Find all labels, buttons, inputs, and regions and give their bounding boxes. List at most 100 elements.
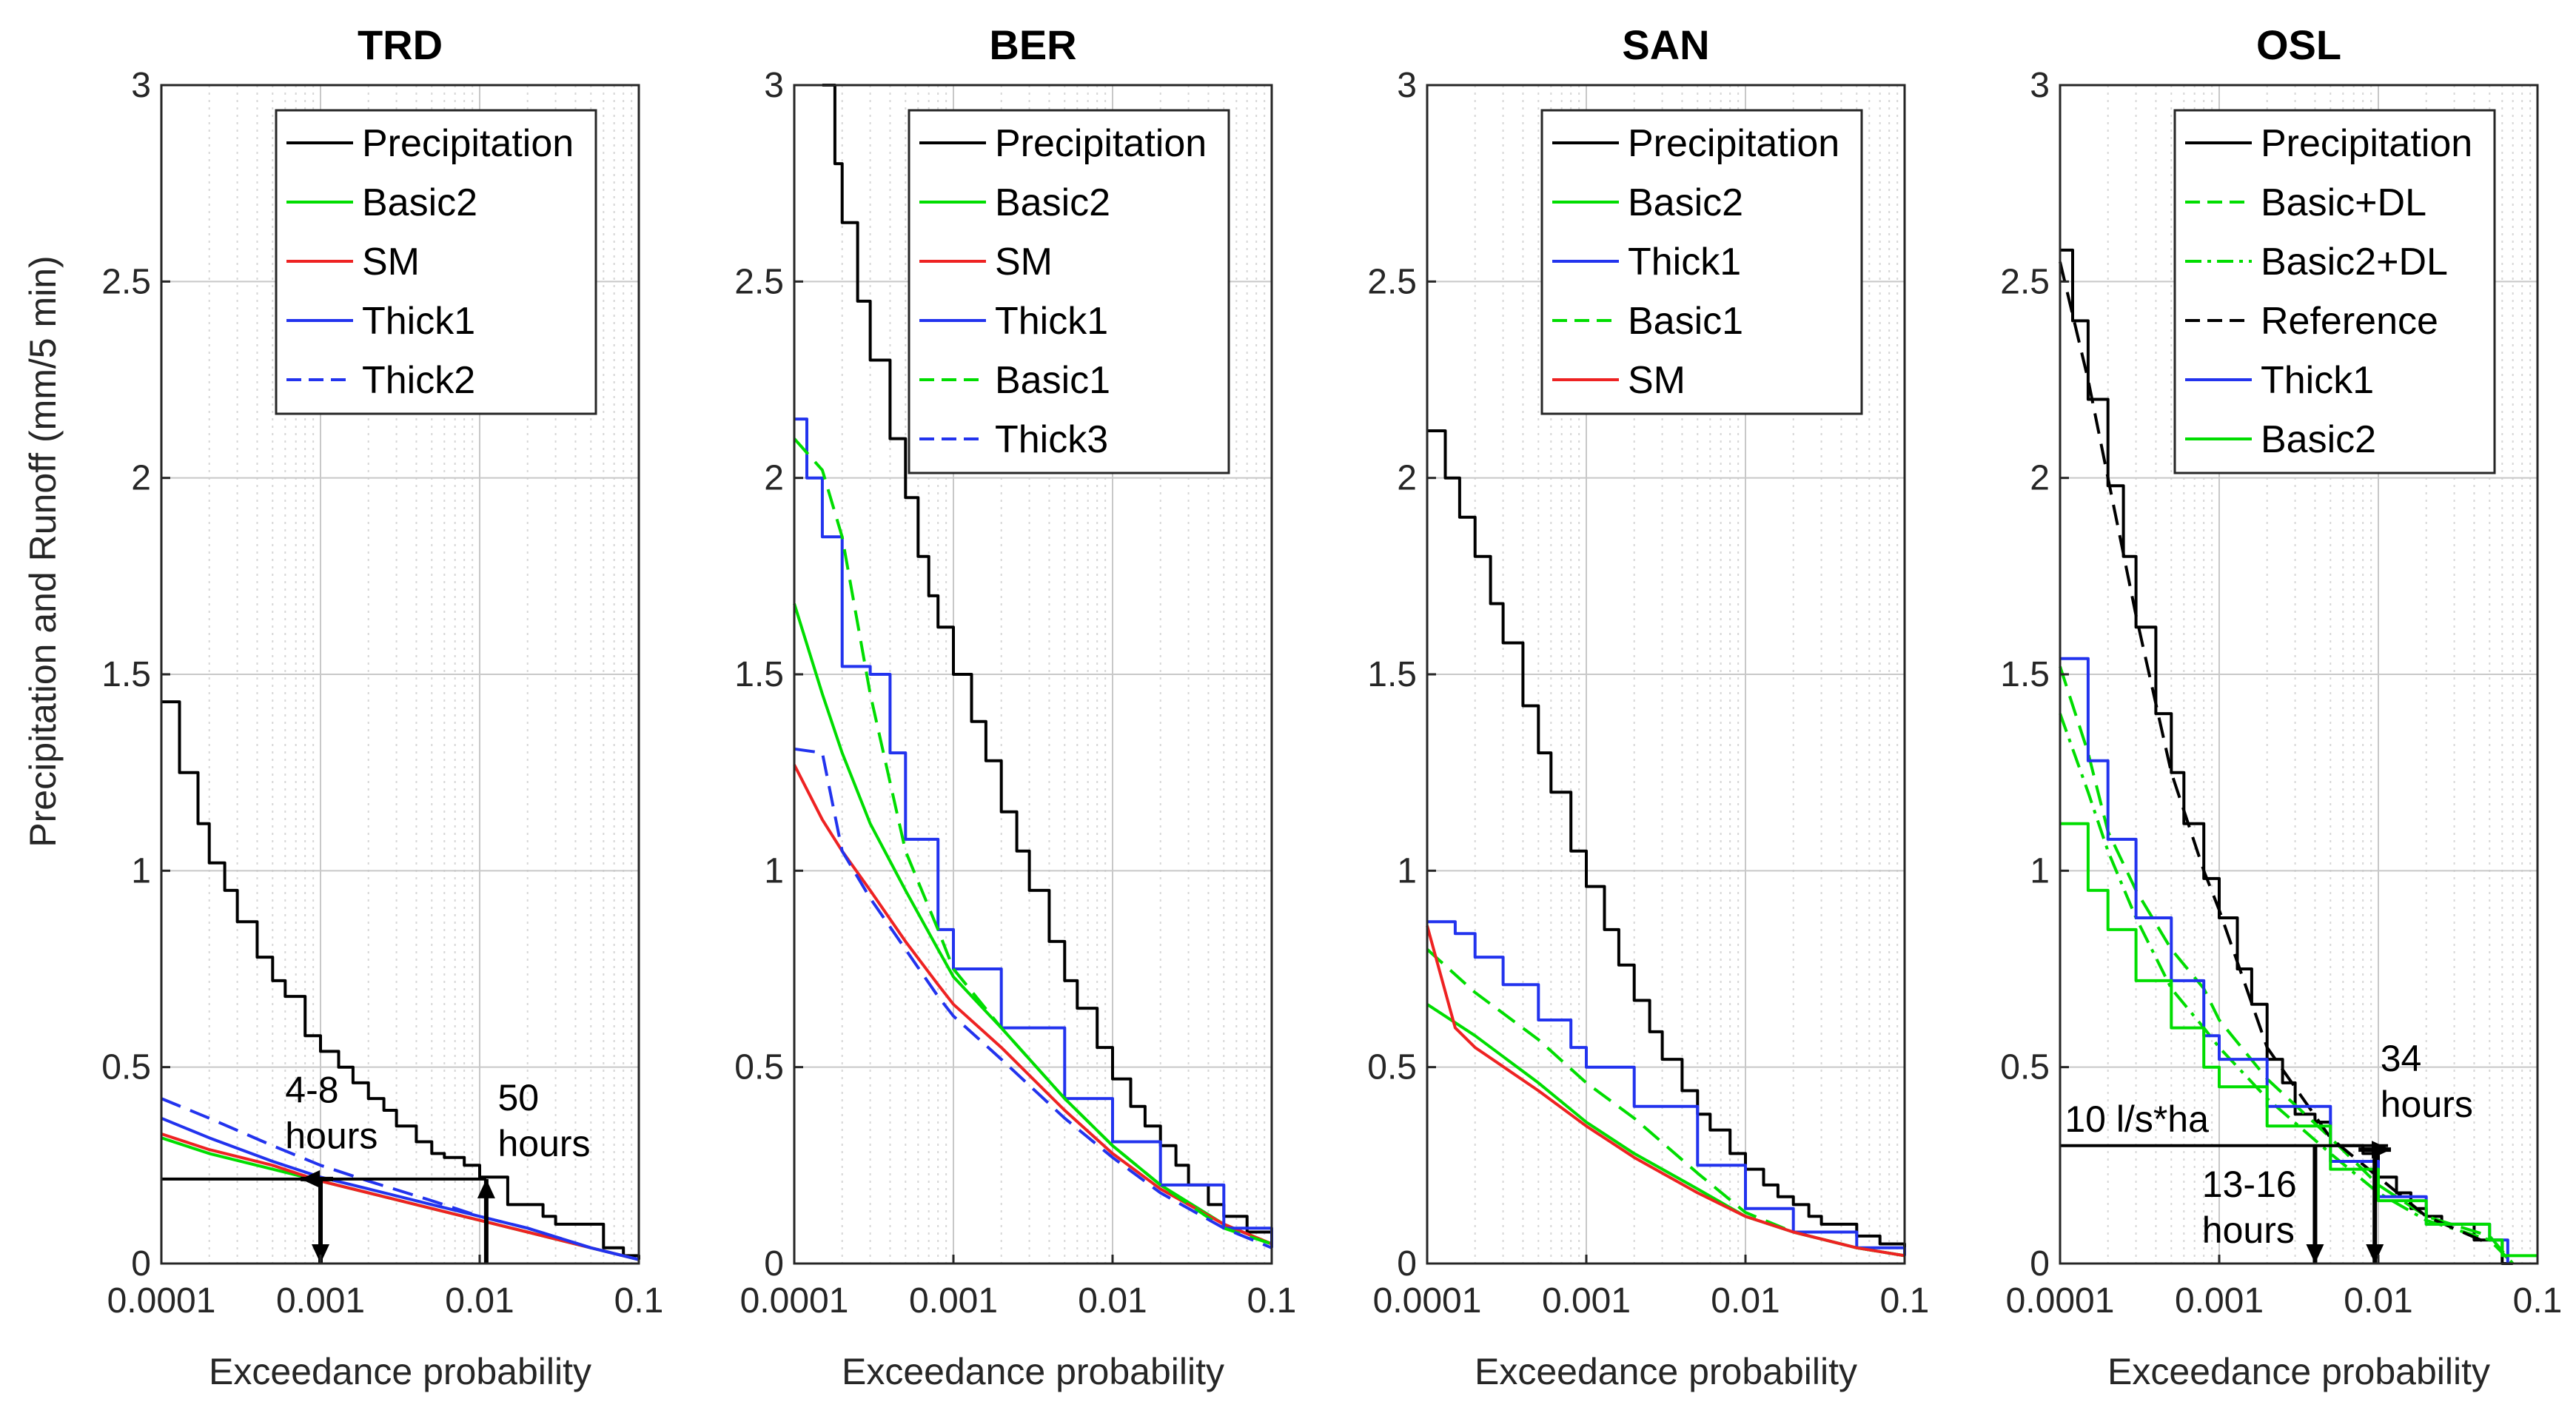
y-tick-label: 2 xyxy=(764,459,784,498)
annotation-text: 10 l/s*ha xyxy=(2065,1098,2209,1140)
legend-label-basic2: Basic2 xyxy=(2261,418,2376,461)
annotation-text: hours xyxy=(2202,1209,2295,1251)
series-group xyxy=(2059,248,2538,1265)
annotation-arrow xyxy=(312,1178,329,1264)
y-tick-label: 2.5 xyxy=(734,262,784,301)
x-tick-label: 0.001 xyxy=(909,1281,998,1321)
chart-title: OSL xyxy=(2256,21,2341,68)
series-group xyxy=(793,84,1273,1249)
series-group xyxy=(1426,429,1906,1258)
legend: Precipitation Basic2 Thick1 Basic1 SM xyxy=(1540,109,1863,415)
annotation-text: hours xyxy=(285,1115,378,1156)
series-group xyxy=(161,700,640,1261)
x-tick-label: 0.01 xyxy=(1711,1281,1780,1321)
annotation-text: 50 xyxy=(497,1077,539,1118)
legend-label-thick1: Thick1 xyxy=(2261,359,2374,402)
x-tick-label: 0.0001 xyxy=(2006,1281,2115,1321)
legend-label-precipitation: Precipitation xyxy=(1628,122,1839,165)
y-tick-label: 1 xyxy=(1397,851,1417,890)
arrow-head xyxy=(2306,1244,2324,1264)
y-tick-label: 0 xyxy=(764,1244,784,1284)
legend-label-precipitation: Precipitation xyxy=(995,122,1207,165)
x-tick-label: 0.0001 xyxy=(740,1281,849,1321)
annotation-arrow xyxy=(301,1170,334,1188)
chart-title: BER xyxy=(989,21,1076,68)
legend-label-thick1: Thick1 xyxy=(362,300,475,343)
legend-label-reference: Reference xyxy=(2261,300,2438,343)
series-line-precipitation xyxy=(1427,429,1906,1256)
series-line-basic2 xyxy=(2060,822,2538,1258)
arrow-head xyxy=(301,1170,321,1188)
x-tick-label: 0.1 xyxy=(1247,1281,1297,1321)
y-tick-label: 1 xyxy=(764,851,784,890)
panel-san: 0 0.5 1 1.5 2 2.5 3 0.0001 0.001 0.01 0.1 Exceedanc… xyxy=(1367,21,1929,1392)
y-tick-label: 1.5 xyxy=(101,655,151,694)
x-tick-label: 0.0001 xyxy=(107,1281,216,1321)
legend: Precipitation Basic+DL Basic2+DL Reference T… xyxy=(2173,109,2496,474)
x-tick-label: 0.0001 xyxy=(1373,1281,1482,1321)
legend-label-precipitation: Precipitation xyxy=(362,122,574,165)
series-line-thick2 xyxy=(161,1097,640,1261)
y-tick-label: 0.5 xyxy=(2000,1048,2050,1087)
legend-label-thick1: Thick1 xyxy=(995,300,1108,343)
y-axis-label: Precipitation and Runoff (mm/5 min) xyxy=(22,255,64,847)
y-tick-label: 1.5 xyxy=(1367,655,1417,694)
series-line-sm xyxy=(1426,925,1905,1258)
y-tick-label: 1.5 xyxy=(2000,655,2050,694)
panel-trd: 4-8 hours 50 hours 0 0.5 1 1.5 2 2.5 3 0.0001 0.001 0… xyxy=(101,21,663,1392)
arrow-head xyxy=(2366,1244,2384,1264)
y-tick-label: 2.5 xyxy=(1367,262,1417,301)
legend: Precipitation Basic2 SM Thick1 Basic1 Thick3 xyxy=(908,109,1230,474)
x-axis-label: Exceedance probability xyxy=(209,1351,591,1392)
x-tick-label: 0.1 xyxy=(1880,1281,1930,1321)
y-tick-label: 0 xyxy=(2030,1244,2050,1284)
legend-label-basic1: Basic1 xyxy=(1628,300,1743,343)
y-tick-label: 2 xyxy=(1397,459,1417,498)
series-line-basic1 xyxy=(793,437,1272,1246)
x-tick-label: 0.01 xyxy=(445,1281,514,1321)
series-line-precipitation xyxy=(161,700,640,1260)
legend-label-thick2: Thick2 xyxy=(362,359,475,402)
x-tick-label: 0.01 xyxy=(2344,1281,2412,1321)
y-tick-label: 0 xyxy=(131,1244,151,1284)
legend-label-basic-dl: Basic+DL xyxy=(2261,181,2426,224)
legend-label-basic1: Basic1 xyxy=(995,359,1110,402)
legend-label-sm: SM xyxy=(362,241,420,283)
y-tick-label: 0.5 xyxy=(1367,1048,1417,1087)
panel-osl: 10 l/s*ha34hours13-16hours00.511.522.530… xyxy=(2000,21,2562,1392)
y-tick-label: 3 xyxy=(2030,66,2050,105)
x-tick-label: 0.1 xyxy=(614,1281,664,1321)
arrow-head xyxy=(312,1244,329,1264)
annotation-text: hours xyxy=(497,1123,590,1164)
y-tick-label: 0.5 xyxy=(734,1048,784,1087)
legend-box xyxy=(908,109,1230,474)
series-line-sm xyxy=(161,1132,640,1261)
x-axis-label: Exceedance probability xyxy=(842,1351,1224,1392)
x-tick-label: 0.001 xyxy=(276,1281,365,1321)
series-line-precipitation xyxy=(822,84,1273,1236)
legend-label-precipitation: Precipitation xyxy=(2261,122,2472,165)
x-axis-label: Exceedance probability xyxy=(1475,1351,1857,1392)
chart-title: TRD xyxy=(358,21,443,68)
legend-label-thick1: Thick1 xyxy=(1628,241,1741,283)
x-axis-label: Exceedance probability xyxy=(2107,1351,2490,1392)
x-tick-label: 0.1 xyxy=(2513,1281,2563,1321)
annotation-arrow xyxy=(2366,1145,2384,1264)
annotation-text: 34 xyxy=(2381,1038,2422,1079)
y-tick-label: 2 xyxy=(131,459,151,498)
y-tick-label: 2 xyxy=(2030,459,2050,498)
legend-box xyxy=(2173,109,2496,474)
y-tick-label: 3 xyxy=(764,66,784,105)
y-tick-label: 2.5 xyxy=(101,262,151,301)
y-tick-label: 1.5 xyxy=(734,655,784,694)
series-line-reference xyxy=(2059,261,2491,1246)
legend: Precipitation Basic2 SM Thick1 Thick2 xyxy=(275,109,597,415)
chart-title: SAN xyxy=(1622,21,1709,68)
y-tick-label: 1 xyxy=(2030,851,2050,890)
y-tick-label: 0 xyxy=(1397,1244,1417,1284)
annotation-arrow xyxy=(477,1178,495,1264)
annotation-arrow xyxy=(2306,1145,2324,1264)
y-tick-label: 3 xyxy=(1397,66,1417,105)
legend-label-thick3: Thick3 xyxy=(995,418,1108,461)
